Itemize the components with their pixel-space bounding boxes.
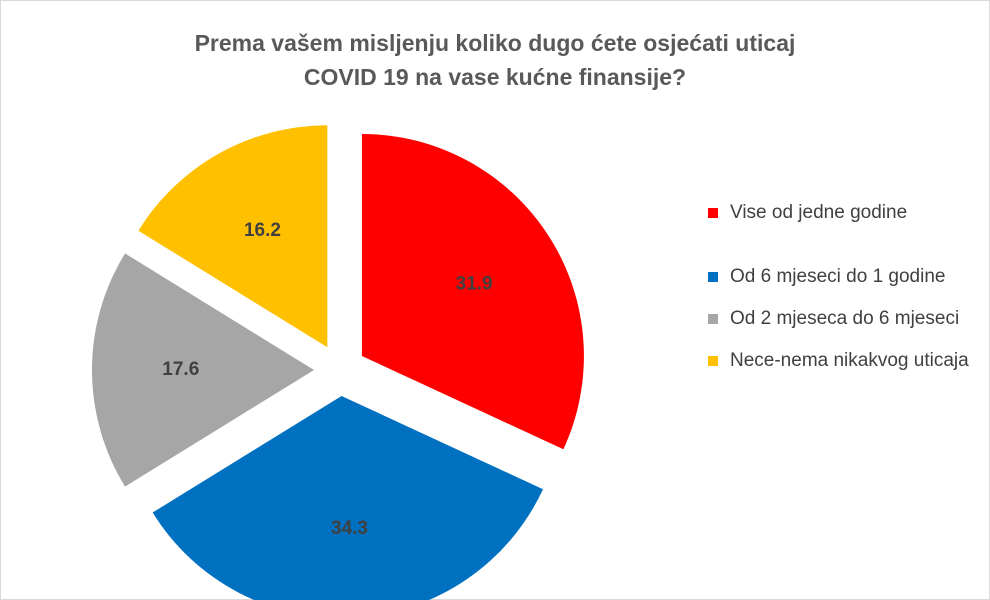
data-label-vise-od-jedne-godine: 31.9	[456, 273, 493, 294]
legend-swatch-red	[708, 208, 718, 218]
legend-item-od-2-mjeseca-do-6-mjeseci: Od 2 mjeseca do 6 mjeseci	[708, 304, 978, 334]
legend-item-vise-od-jedne-godine: Vise od jedne godine	[708, 198, 978, 228]
pie-slice-od-2-mjeseca-do-6-mjeseci	[92, 253, 314, 487]
data-label-nece-nema-nikakvog-uticaja: 16.2	[244, 220, 281, 241]
pie-slice-nece-nema-nikakvog-uticaja	[138, 125, 328, 348]
legend-swatch-yellow	[708, 356, 718, 366]
legend: Vise od jedne godine Od 6 mjeseci do 1 g…	[708, 198, 978, 388]
data-label-od-2-mjeseca-do-6-mjeseci: 17.6	[162, 359, 199, 380]
pie-slice-vise-od-jedne-godine	[361, 133, 584, 450]
legend-label: Vise od jedne godine	[730, 202, 908, 223]
chart-title-line-1: Prema vašem misljenju koliko dugo ćete o…	[194, 30, 796, 56]
legend-swatch-blue	[708, 272, 718, 282]
legend-item-od-6-mjeseci-do-1-godine: Od 6 mjeseci do 1 godine	[708, 262, 978, 292]
legend-item-nece-nema-nikakvog-uticaja: Nece-nema nikakvog uticaja	[708, 346, 978, 376]
legend-label: Od 2 mjeseca do 6 mjeseci	[730, 308, 960, 329]
legend-label: Nece-nema nikakvog uticaja	[730, 350, 969, 371]
pie-slice-od-6-mjeseci-do-1-godine	[152, 395, 544, 600]
legend-swatch-gray	[708, 314, 718, 324]
chart-title: Prema vašem misljenju koliko dugo ćete o…	[0, 26, 990, 94]
chart-title-line-2: COVID 19 na vase kućne finansije?	[303, 64, 687, 90]
data-label-od-6-mjeseci-do-1-godine: 34.3	[331, 518, 368, 539]
legend-label: Od 6 mjeseci do 1 godine	[730, 266, 946, 287]
